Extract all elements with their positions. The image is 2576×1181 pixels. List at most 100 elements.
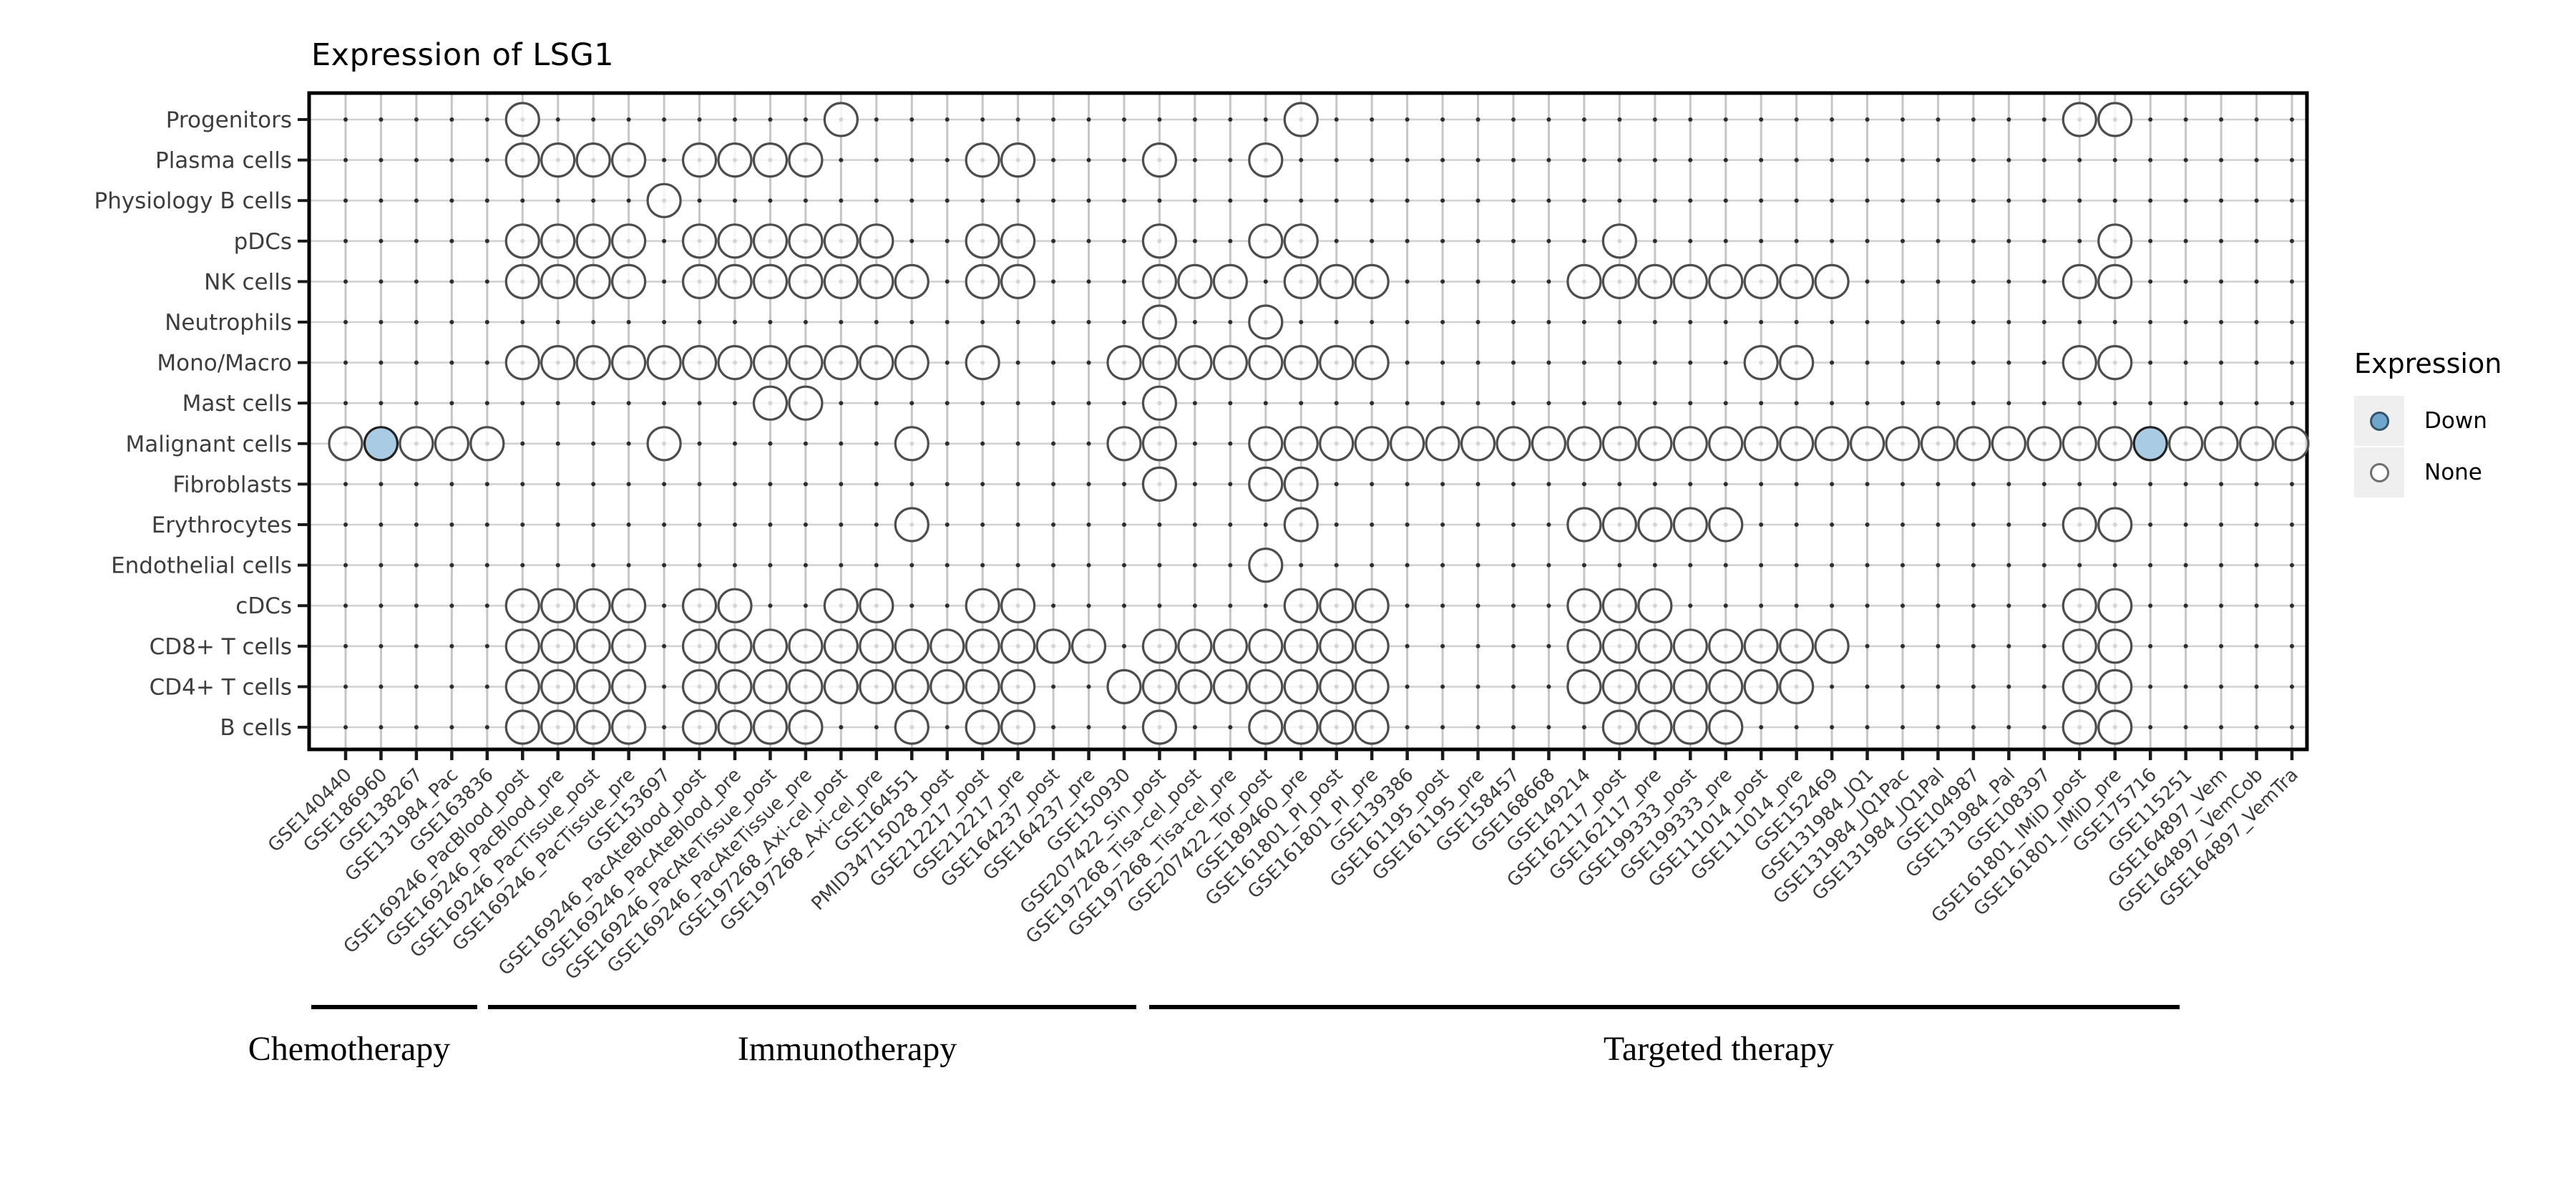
group-underline-chemotherapy [311,1005,477,1009]
expression-dot-none [1920,426,1956,462]
expression-dot-none [681,223,718,259]
grid-intersection-dot [1581,117,1586,122]
grid-intersection-dot [555,117,560,122]
grid-intersection-dot [414,523,419,527]
group-underline-targeted-therapy [1149,1005,2180,1009]
grid-intersection-dot [909,157,914,162]
expression-dot-none [1319,345,1355,381]
expression-dot-none [575,588,611,623]
grid-intersection-dot [484,238,489,243]
grid-intersection-dot [803,320,808,324]
grid-intersection-dot [1121,198,1126,203]
grid-intersection-dot [1794,157,1799,162]
grid-intersection-dot [1546,238,1551,243]
expression-dot-none [823,669,859,705]
expression-dot-none [2062,588,2097,623]
grid-intersection-dot [1228,117,1233,122]
grid-intersection-dot [1617,117,1622,122]
grid-intersection-dot [1688,198,1693,203]
grid-intersection-dot [2183,563,2188,568]
grid-intersection-dot [2183,401,2188,406]
grid-intersection-dot [379,725,384,729]
expression-dot-none [965,345,1000,381]
grid-intersection-dot [909,563,914,568]
grid-intersection-dot [343,684,348,689]
expression-dot-none [1672,709,1708,745]
grid-intersection-dot [1900,684,1905,689]
grid-intersection-dot [414,360,419,365]
grid-intersection-dot [732,320,737,324]
expression-dot-none [717,263,753,299]
expression-dot-none [752,709,789,745]
expression-dot-none [2062,426,2097,462]
grid-intersection-dot [2148,603,2153,608]
grid-intersection-dot [1121,279,1126,284]
grid-intersection-dot [1405,117,1410,122]
grid-intersection-dot [1581,482,1586,487]
grid-intersection-dot [484,320,489,324]
grid-intersection-dot [768,482,773,487]
grid-intersection-dot [2148,725,2153,729]
expression-dot-none [1531,426,1567,462]
grid-intersection-dot [697,563,702,568]
legend-key-box [2354,396,2404,446]
grid-intersection-dot [1475,157,1480,162]
grid-intersection-dot [1051,320,1056,324]
grid-intersection-dot [1971,117,1976,122]
grid-intersection-dot [1759,401,1764,406]
expression-dot-none [575,709,611,745]
expression-dot-none [681,588,718,623]
grid-intersection-dot [1546,279,1551,284]
expression-dot-none [859,628,894,664]
expression-dot-none [1814,426,1850,462]
grid-intersection-dot [591,482,596,487]
grid-intersection-dot [945,523,950,527]
grid-intersection-dot [1865,279,1870,284]
expression-dot-none [1035,628,1071,664]
panel-border [307,91,2309,752]
expression-dot-none [504,669,540,705]
y-axis-label: Plasma cells [155,148,292,174]
grid-intersection-dot [2219,603,2224,608]
expression-dot-none [1141,628,1178,664]
grid-intersection-dot [1228,441,1233,446]
grid-intersection-dot [2219,401,2224,406]
grid-intersection-dot [520,441,525,446]
grid-intersection-dot [1652,482,1657,487]
grid-intersection-dot [1475,360,1480,365]
grid-intersection-dot [732,523,737,527]
grid-intersection-dot [874,482,879,487]
grid-intersection-dot [945,117,950,122]
grid-intersection-dot [980,117,985,122]
grid-intersection-dot [768,523,773,527]
grid-intersection-dot [1370,198,1375,203]
grid-intersection-dot [1900,238,1905,243]
expression-dot-none [717,588,753,623]
expression-dot-none [859,223,894,259]
grid-intersection-dot [379,401,384,406]
grid-intersection-dot [732,482,737,487]
expression-dot-none [717,345,753,381]
grid-intersection-dot [697,117,702,122]
grid-intersection-dot [555,441,560,446]
grid-intersection-dot [379,563,384,568]
grid-intersection-dot [2183,523,2188,527]
grid-intersection-dot [1830,238,1835,243]
grid-intersection-dot [697,320,702,324]
grid-intersection-dot [1370,401,1375,406]
grid-intersection-dot [945,441,950,446]
grid-intersection-dot [343,603,348,608]
expression-dot-none [752,345,789,381]
grid-intersection-dot [1936,198,1941,203]
grid-intersection-dot [2289,482,2294,487]
grid-intersection-dot [1581,401,1586,406]
grid-intersection-dot [1015,117,1020,122]
grid-intersection-dot [1723,198,1728,203]
grid-intersection-dot [2148,401,2153,406]
grid-intersection-dot [1652,401,1657,406]
grid-intersection-dot [732,198,737,203]
grid-intersection-dot [909,401,914,406]
grid-intersection-dot [1051,198,1056,203]
grid-intersection-dot [1794,563,1799,568]
grid-intersection-dot [1475,238,1480,243]
